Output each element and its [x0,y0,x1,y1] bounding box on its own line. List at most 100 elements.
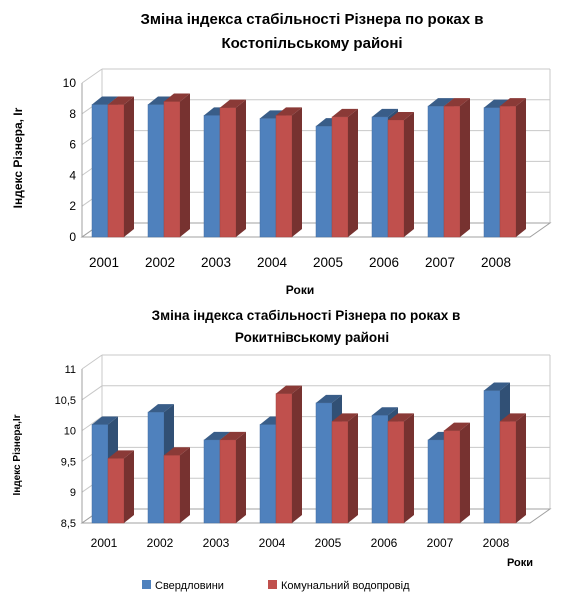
c1-y-tick-label: 2 [69,199,76,213]
c2-bar-top-2001-0 [92,416,118,425]
c1-x-tick-label: 2003 [201,255,231,270]
c1-bar-top-2008-1 [500,98,526,107]
c2-bar-top-2003-1 [220,431,246,440]
c2-bar-top-2001-1 [108,450,134,459]
c2-bar-top-2003-0 [204,431,230,440]
c1-bar-2008-blue [483,107,501,238]
c1-bar-side-2004-1 [292,107,302,237]
c1-bar-2005-blue [315,125,333,238]
c1-bar-side-2008-1 [516,98,526,237]
c1-x-tick-label: 2005 [313,255,343,270]
c2-bar-side-2004-1 [292,385,302,523]
c2-x-tick-label: 2006 [371,536,398,550]
c1-bar-top-2008-0 [484,99,510,108]
chart2-y-axis-label: Індекс Різнера,Ir [12,414,23,495]
c2-bar-2004-red [275,393,293,524]
c2-bar-top-2004-1 [276,385,302,394]
c2-bar-2002-red [163,454,181,524]
c2-bar-2003-blue [203,439,221,524]
c2-x-tick-label: 2007 [427,536,454,550]
c2-side-gridline-3 [81,416,103,432]
c1-bar-top-2002-0 [148,96,174,105]
c1-bar-top-2001-1 [108,96,134,105]
chart1-title-line1: Зміна індекса стабільності Різнера по ро… [141,11,484,28]
chart1-y-axis-label: Індекс Різнера, Ir [11,107,25,208]
c1-bar-side-2006-1 [404,111,414,237]
c2-x-tick-label: 2005 [315,536,342,550]
c1-y-tick-label: 10 [63,76,77,90]
c1-x-tick-label: 2006 [369,255,399,270]
c1-x-tick-label: 2008 [481,255,511,270]
c2-y-tick-label: 10,5 [55,395,76,407]
chart-rokytne: Зміна індекса стабільності Різнера по ро… [12,308,552,592]
c2-y-tick-label: 10 [64,426,76,438]
c2-bar-2007-red [443,430,461,524]
c2-bar-side-2002-1 [180,447,190,523]
c2-bar-top-2002-0 [148,404,174,413]
c2-bar-2004-blue [259,424,277,524]
c1-bar-top-2002-1 [164,93,190,102]
chart2-x-axis-label: Роки [507,557,533,569]
c1-bar-2002-red [163,101,181,238]
c2-bar-top-2006-1 [388,413,414,422]
chart2-plot-area: 8,5 9 9,5 10 10,5 11 2001 2002 2003 2004 2005 2006 2… [55,354,552,550]
c1-bar-2004-blue [259,118,277,238]
chart2-legend: Свердловини Комунальний водопровід [142,580,410,592]
c2-bar-side-2008-1 [516,413,526,523]
c1-side-gridline-5 [81,68,103,84]
c1-y-tick-label: 4 [69,168,76,182]
c1-x-tick-label: 2001 [89,255,119,270]
c2-side-gridline-4 [81,385,103,401]
c1-y-tick-label: 6 [69,138,76,152]
c1-bar-top-2001-0 [92,96,118,105]
c1-bar-2005-red [331,116,349,238]
c1-bar-top-2004-0 [260,110,286,119]
c2-x-tick-label: 2003 [203,536,230,550]
c2-bar-top-2008-0 [484,382,510,391]
c2-bar-2001-red [107,458,125,524]
c1-y-tick-label: 8 [69,107,76,121]
c2-bar-side-2003-1 [236,431,246,523]
c2-bar-top-2002-1 [164,447,190,456]
c1-bar-2008-red [499,105,517,238]
chart2-title-line2: Рокитнівському районі [235,330,389,345]
c1-bar-side-2005-1 [348,108,358,237]
legend-entry-2: Комунальний водопровід [281,580,410,592]
c2-bar-2007-blue [427,439,445,524]
c2-x-tick-label: 2002 [147,536,174,550]
c2-bar-top-2007-1 [444,422,470,431]
c2-bar-2003-red [219,439,237,524]
chart1-x-axis-label: Роки [286,283,314,297]
c2-bar-side-2007-1 [460,422,470,523]
c2-bar-top-2005-1 [332,413,358,422]
c2-y-tick-label: 11 [65,364,76,376]
c2-bar-2006-blue [371,414,389,524]
c2-x-tick-label: 2001 [91,536,118,550]
c1-bar-2003-red [219,107,237,238]
c1-bar-2001-red [107,104,125,238]
c2-bar-2001-blue [91,424,109,524]
c2-bar-top-2006-0 [372,407,398,416]
chart-kostopil: Зміна індекса стабільності Різнера по ро… [11,11,552,297]
c1-bar-2003-blue [203,115,221,238]
blue-square-icon [142,580,151,589]
c2-y-tick-label: 9,5 [61,456,76,468]
c2-y-tick-label: 8,5 [61,518,76,530]
c1-x-tick-label: 2007 [425,255,455,270]
c1-bar-2002-blue [147,104,165,238]
c2-bar-side-2006-1 [404,413,414,523]
c1-bar-2007-red [443,105,461,238]
c1-bar-2001-blue [91,104,109,238]
chart1-plot-area: 0 2 4 6 8 10 2001 2002 2003 2004 2005 2006 2007 2008 [63,68,552,270]
c1-bar-side-2001-1 [124,96,134,237]
c1-bar-top-2004-1 [276,107,302,116]
c1-y-tick-label: 0 [69,230,76,244]
c1-bar-top-2003-1 [220,99,246,108]
c1-x-tick-label: 2004 [257,255,288,270]
c2-bar-side-2005-1 [348,413,358,523]
red-square-icon [268,580,277,589]
c1-bar-side-2003-1 [236,99,246,237]
chart2-title-line1: Зміна індекса стабільності Різнера по ро… [152,308,461,323]
c1-bar-2006-red [387,119,405,238]
